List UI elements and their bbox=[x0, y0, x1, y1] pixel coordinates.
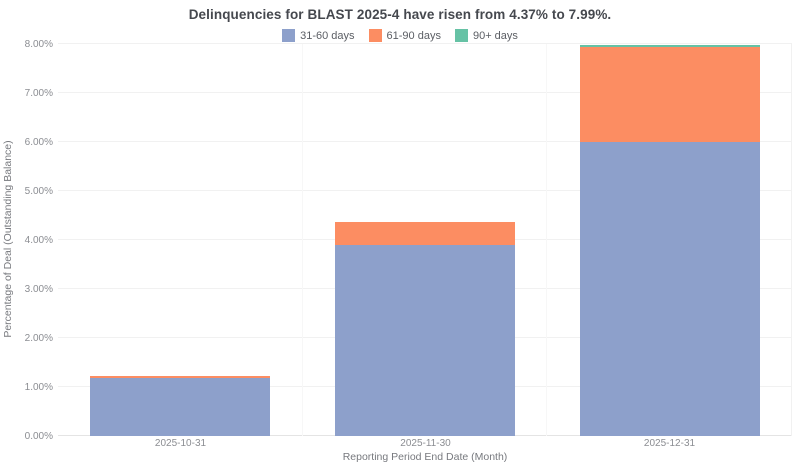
y-tick-label-5.00%: 5.00% bbox=[24, 186, 53, 197]
y-tick-label-3.00%: 3.00% bbox=[24, 284, 53, 295]
legend-item-31-60-days: 31-60 days bbox=[282, 29, 355, 42]
y-tick-label-2.00%: 2.00% bbox=[24, 333, 53, 344]
legend-label-90-plus-days: 90+ days bbox=[472, 29, 518, 42]
plot-area bbox=[58, 43, 792, 436]
bar-segment-2025-10-31-31-60-days bbox=[90, 378, 270, 436]
chart-title: Delinquencies for BLAST 2025-4 have rise… bbox=[188, 7, 612, 22]
gridline-8.00% bbox=[58, 43, 792, 44]
legend-swatch-61-90-days-icon bbox=[368, 29, 382, 42]
y-tick-label-0.00%: 0.00% bbox=[24, 431, 53, 442]
gridline-7.00% bbox=[58, 92, 792, 93]
x-axis-tick-labels: 2025-10-31 2025-11-30 2025-12-31 bbox=[58, 438, 792, 451]
bar-2025-10-31 bbox=[90, 44, 270, 436]
legend-label-31-60-days: 31-60 days bbox=[300, 29, 355, 42]
bar-segment-2025-10-31-61-90-days bbox=[90, 376, 270, 379]
x-tick-label-2025-11-30: 2025-11-30 bbox=[400, 438, 451, 449]
legend-swatch-90-plus-days-icon bbox=[454, 29, 468, 42]
x-axis-title: Reporting Period End Date (Month) bbox=[342, 451, 508, 463]
gridline-6.00% bbox=[58, 141, 792, 142]
y-tick-label-7.00%: 7.00% bbox=[24, 88, 53, 99]
bar-2025-12-31 bbox=[580, 44, 760, 436]
y-tick-label-4.00%: 4.00% bbox=[24, 235, 53, 246]
legend: 31-60 days 61-90 days 90+ days bbox=[0, 29, 800, 42]
y-axis-tick-labels: 0.00% 1.00% 2.00% 3.00% 4.00% 5.00% 6.00% 7.00%… bbox=[0, 39, 53, 442]
bar-segment-2025-11-30-31-60-days bbox=[335, 244, 515, 436]
legend-item-61-90-days: 61-90 days bbox=[368, 29, 441, 42]
y-tick-label-1.00%: 1.00% bbox=[24, 382, 53, 393]
bar-segment-2025-11-30-61-90-days bbox=[335, 221, 515, 245]
bar-segment-2025-12-31-31-60-days bbox=[580, 142, 760, 436]
y-tick-label-6.00%: 6.00% bbox=[24, 137, 53, 148]
legend-swatch-31-60-days-icon bbox=[282, 29, 296, 42]
gridline-5.00% bbox=[58, 190, 792, 191]
x-tick-label-2025-10-31: 2025-10-31 bbox=[154, 438, 207, 449]
x-tick-label-2025-12-31: 2025-12-31 bbox=[643, 438, 696, 449]
bar-2025-11-30 bbox=[335, 44, 515, 436]
y-tick-label-8.00%: 8.00% bbox=[24, 39, 53, 50]
bar-segment-2025-12-31-61-90-days bbox=[580, 47, 760, 142]
legend-label-61-90-days: 61-90 days bbox=[386, 29, 441, 42]
vertical-gridline-3 bbox=[791, 44, 792, 436]
vertical-gridline-2 bbox=[546, 44, 547, 436]
bar-segment-2025-12-31-90+-days bbox=[580, 44, 760, 48]
vertical-gridline-1 bbox=[302, 44, 303, 436]
legend-item-90-plus-days: 90+ days bbox=[454, 29, 518, 42]
